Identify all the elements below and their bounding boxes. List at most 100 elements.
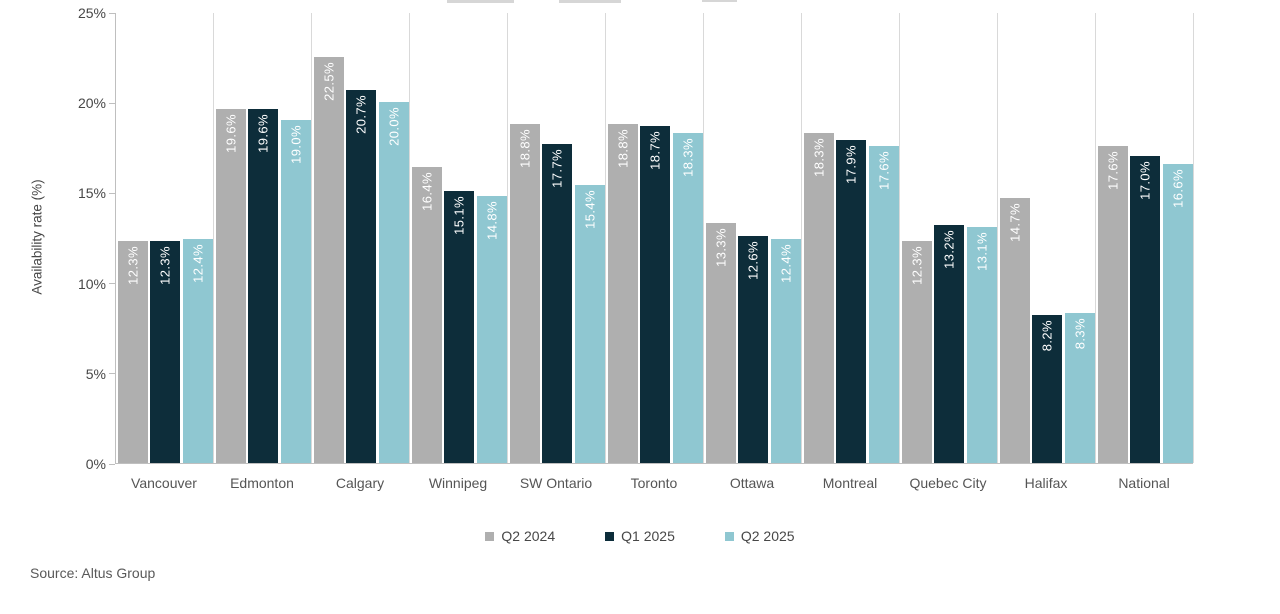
y-axis-tick xyxy=(109,463,115,465)
bar-value-label: 13.3% xyxy=(713,228,728,267)
bar: 17.6% xyxy=(868,145,899,463)
plot-area: 12.3% 12.3% 12.4% 19.6% 19.6% 19.0% 22.5% 20.7%… xyxy=(115,13,1194,464)
bar: 22.5% xyxy=(313,57,344,463)
category-separator-line xyxy=(605,13,606,463)
bar-value-label: 13.1% xyxy=(974,231,989,271)
cropped-title-artifact xyxy=(559,0,621,3)
bar: 13.2% xyxy=(934,224,964,463)
legend-swatch xyxy=(485,531,495,541)
bar-value-label: 8.3% xyxy=(1072,318,1087,350)
bar-value-label: 17.6% xyxy=(876,150,891,190)
bar-value-label: 19.6% xyxy=(223,114,238,154)
y-axis-tick xyxy=(109,12,115,14)
bar-value-label: 18.3% xyxy=(811,137,826,177)
category-separator-line xyxy=(703,13,704,463)
y-axis-tick-label: 0% xyxy=(85,456,106,472)
bar-value-label: 20.7% xyxy=(353,94,369,134)
x-axis-label: Vancouver xyxy=(131,475,197,491)
bar: 17.0% xyxy=(1130,156,1160,463)
legend-item: Q1 2025 xyxy=(605,528,675,544)
cropped-title-artifact xyxy=(447,0,514,3)
bar-value-label: 17.6% xyxy=(1105,150,1120,190)
bar-value-label: 17.9% xyxy=(843,145,859,184)
category-separator-line xyxy=(997,13,998,463)
bar-value-label: 16.6% xyxy=(1170,168,1185,208)
y-axis-tick xyxy=(109,283,115,285)
x-axis-label: Toronto xyxy=(630,475,678,491)
bar: 13.1% xyxy=(966,226,997,463)
bar-value-label: 14.8% xyxy=(484,201,499,240)
bar-value-label: 18.8% xyxy=(615,128,630,168)
category-separator-line xyxy=(899,13,900,463)
legend-swatch xyxy=(724,531,734,541)
legend-swatch xyxy=(605,531,615,541)
bar-value-label: 16.4% xyxy=(419,172,434,212)
category-separator-line xyxy=(213,13,214,463)
y-axis-tick-label: 15% xyxy=(77,185,106,202)
x-axis-label: Edmonton xyxy=(230,475,294,491)
x-axis-label: Montreal xyxy=(822,475,878,491)
legend-label: Q1 2025 xyxy=(621,528,675,544)
bar-value-label: 20.0% xyxy=(386,107,401,147)
bar: 12.4% xyxy=(182,239,213,463)
x-axis-label: Halifax xyxy=(1024,475,1068,491)
bar: 13.3% xyxy=(705,223,736,463)
cropped-title-artifact xyxy=(702,0,737,2)
x-axis-label: Winnipeg xyxy=(428,475,488,491)
legend-item: Q2 2025 xyxy=(724,528,795,544)
y-axis-tick-label: 10% xyxy=(77,275,106,292)
bar-value-label: 12.3% xyxy=(125,246,140,285)
category-separator-line xyxy=(507,13,508,463)
y-axis-tick xyxy=(109,373,115,375)
bar-value-label: 12.3% xyxy=(909,246,924,285)
bar: 19.6% xyxy=(248,109,278,463)
category-separator-line xyxy=(801,13,802,463)
x-axis-label: SW Ontario xyxy=(519,475,593,491)
legend-label: Q2 2025 xyxy=(740,528,795,544)
bar: 16.4% xyxy=(411,167,442,463)
bar-value-label: 13.2% xyxy=(941,229,957,269)
bar-value-label: 18.7% xyxy=(647,130,663,170)
bar: 16.6% xyxy=(1162,163,1193,463)
bar: 15.4% xyxy=(574,185,605,463)
bar-value-label: 8.2% xyxy=(1039,320,1055,352)
bar-value-label: 14.7% xyxy=(1007,202,1022,242)
bar: 8.2% xyxy=(1032,315,1062,463)
bar-value-label: 22.5% xyxy=(321,62,336,101)
x-axis-label: Ottawa xyxy=(729,475,775,491)
x-axis-label: National xyxy=(1118,475,1170,491)
bar-value-label: 12.3% xyxy=(157,246,173,285)
bar-value-label: 12.6% xyxy=(745,240,761,280)
category-separator-line xyxy=(1095,13,1096,463)
bar: 20.0% xyxy=(378,102,409,463)
bar: 8.3% xyxy=(1064,313,1095,463)
legend: Q2 2024 Q1 2025 Q2 2025 xyxy=(0,528,1280,544)
bar: 19.6% xyxy=(215,109,246,463)
bar-value-label: 19.6% xyxy=(255,114,271,154)
bar: 18.8% xyxy=(509,123,540,463)
bar: 14.7% xyxy=(999,197,1030,463)
bar: 18.7% xyxy=(640,125,670,463)
y-axis-tick-label: 25% xyxy=(77,5,106,21)
x-axis-label: Quebec City xyxy=(909,475,987,491)
category-separator-line xyxy=(1193,13,1194,463)
y-axis-tick-label: 5% xyxy=(85,365,106,382)
category-separator-line xyxy=(311,13,312,463)
bar-value-label: 12.4% xyxy=(778,244,793,284)
bar-value-label: 15.1% xyxy=(451,195,467,235)
bar: 18.3% xyxy=(672,132,703,463)
bar-value-label: 12.4% xyxy=(190,244,205,284)
bar: 17.6% xyxy=(1097,145,1128,463)
bar: 12.3% xyxy=(150,241,180,463)
legend-item: Q2 2024 xyxy=(485,528,555,544)
bar: 12.6% xyxy=(738,235,768,463)
bar: 18.3% xyxy=(803,132,834,463)
y-axis-tick-label: 20% xyxy=(77,95,106,112)
bar-value-label: 17.7% xyxy=(549,148,565,188)
bar: 19.0% xyxy=(280,120,311,463)
bar: 12.3% xyxy=(117,241,148,463)
bar-value-label: 15.4% xyxy=(582,190,597,230)
bar-value-label: 18.8% xyxy=(517,128,532,168)
bar-value-label: 17.0% xyxy=(1137,161,1153,201)
